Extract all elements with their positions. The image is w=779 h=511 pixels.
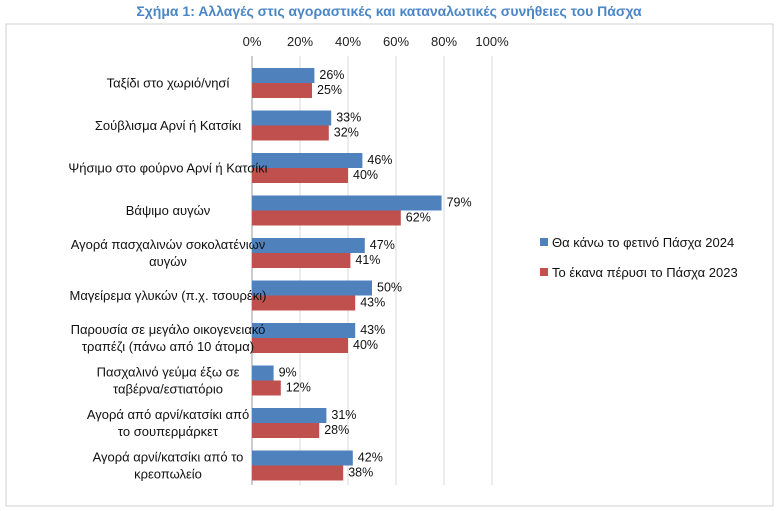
bar xyxy=(252,365,274,381)
bar xyxy=(252,195,442,211)
data-label: 47% xyxy=(370,238,395,252)
bar xyxy=(252,323,356,338)
bar xyxy=(252,210,401,226)
bar xyxy=(252,253,351,268)
data-label: 40% xyxy=(353,168,378,182)
data-label: 79% xyxy=(447,196,472,210)
bar xyxy=(252,153,363,168)
data-label: 46% xyxy=(367,153,392,167)
category-label: Αγορά αρνί/κατσίκι από το xyxy=(93,450,244,465)
legend-label: Το έκανα πέρυσι το Πάσχα 2023 xyxy=(552,265,738,280)
bar xyxy=(252,408,327,423)
data-label: 12% xyxy=(286,381,311,395)
x-tick-label: 20% xyxy=(287,34,313,49)
data-label: 41% xyxy=(355,253,380,267)
data-label: 62% xyxy=(406,211,431,225)
category-label: αυγών xyxy=(149,254,187,269)
data-label: 50% xyxy=(377,281,402,295)
category-label: τραπέζι (πάνω από 10 άτομα) xyxy=(82,339,254,354)
bar xyxy=(252,238,365,253)
x-tick-label: 60% xyxy=(383,34,409,49)
chart-frame xyxy=(5,23,774,507)
bar xyxy=(252,83,312,98)
category-label: Παρουσία σε μεγάλο οικογενειακό xyxy=(71,322,266,337)
bar xyxy=(252,338,348,353)
x-tick-label: 100% xyxy=(475,34,509,49)
x-tick-label: 0% xyxy=(243,34,262,49)
x-tick-label: 40% xyxy=(335,34,361,49)
category-label: Αγορά πασχαλινών σοκολατένιων xyxy=(71,237,266,252)
data-label: 26% xyxy=(319,68,344,82)
data-label: 32% xyxy=(334,126,359,140)
legend-label: Θα κάνω το φετινό Πάσχα 2024 xyxy=(552,235,734,250)
category-label: Ψήσιμο στο φούρνο Αρνί ή Κατσίκι xyxy=(68,161,267,176)
data-label: 31% xyxy=(331,408,356,422)
bar xyxy=(252,168,348,183)
bar xyxy=(252,110,332,126)
x-tick-label: 80% xyxy=(431,34,457,49)
bar xyxy=(252,423,320,438)
category-label: Αγορά από αρνί/κατσίκι από xyxy=(87,407,249,422)
data-label: 28% xyxy=(324,423,349,437)
category-label: ταβέρνα/εστιατόριο xyxy=(113,382,223,397)
data-label: 40% xyxy=(353,338,378,352)
category-label: Βάψιμο αυγών xyxy=(126,203,210,218)
category-label: Σούβλισμα Αρνί ή Κατσίκι xyxy=(95,118,241,133)
legend-swatch xyxy=(540,268,548,276)
category-label: Ταξίδι στο χωριό/νησί xyxy=(107,76,230,91)
data-label: 25% xyxy=(317,83,342,97)
data-label: 9% xyxy=(279,366,297,380)
bar xyxy=(252,450,353,466)
legend-swatch xyxy=(540,238,548,246)
category-label: Μαγείρεμα γλυκών (π.χ. τσουρέκι) xyxy=(70,288,267,303)
bar xyxy=(252,280,372,296)
bar xyxy=(252,295,356,311)
chart-title: Σχήμα 1: Αλλαγές στις αγοραστικές και κα… xyxy=(136,3,642,19)
category-label: Πασχαλινό γεύμα έξω σε xyxy=(97,365,240,380)
bar xyxy=(252,68,315,83)
data-label: 43% xyxy=(360,323,385,337)
bar xyxy=(252,465,344,481)
data-label: 42% xyxy=(358,451,383,465)
data-label: 33% xyxy=(336,111,361,125)
data-label: 38% xyxy=(348,466,373,480)
category-label: κρεοπωλείο xyxy=(134,467,202,482)
bar xyxy=(252,125,329,141)
category-label: το σουπερμάρκετ xyxy=(118,424,219,439)
data-label: 43% xyxy=(360,296,385,310)
bar xyxy=(252,380,281,396)
